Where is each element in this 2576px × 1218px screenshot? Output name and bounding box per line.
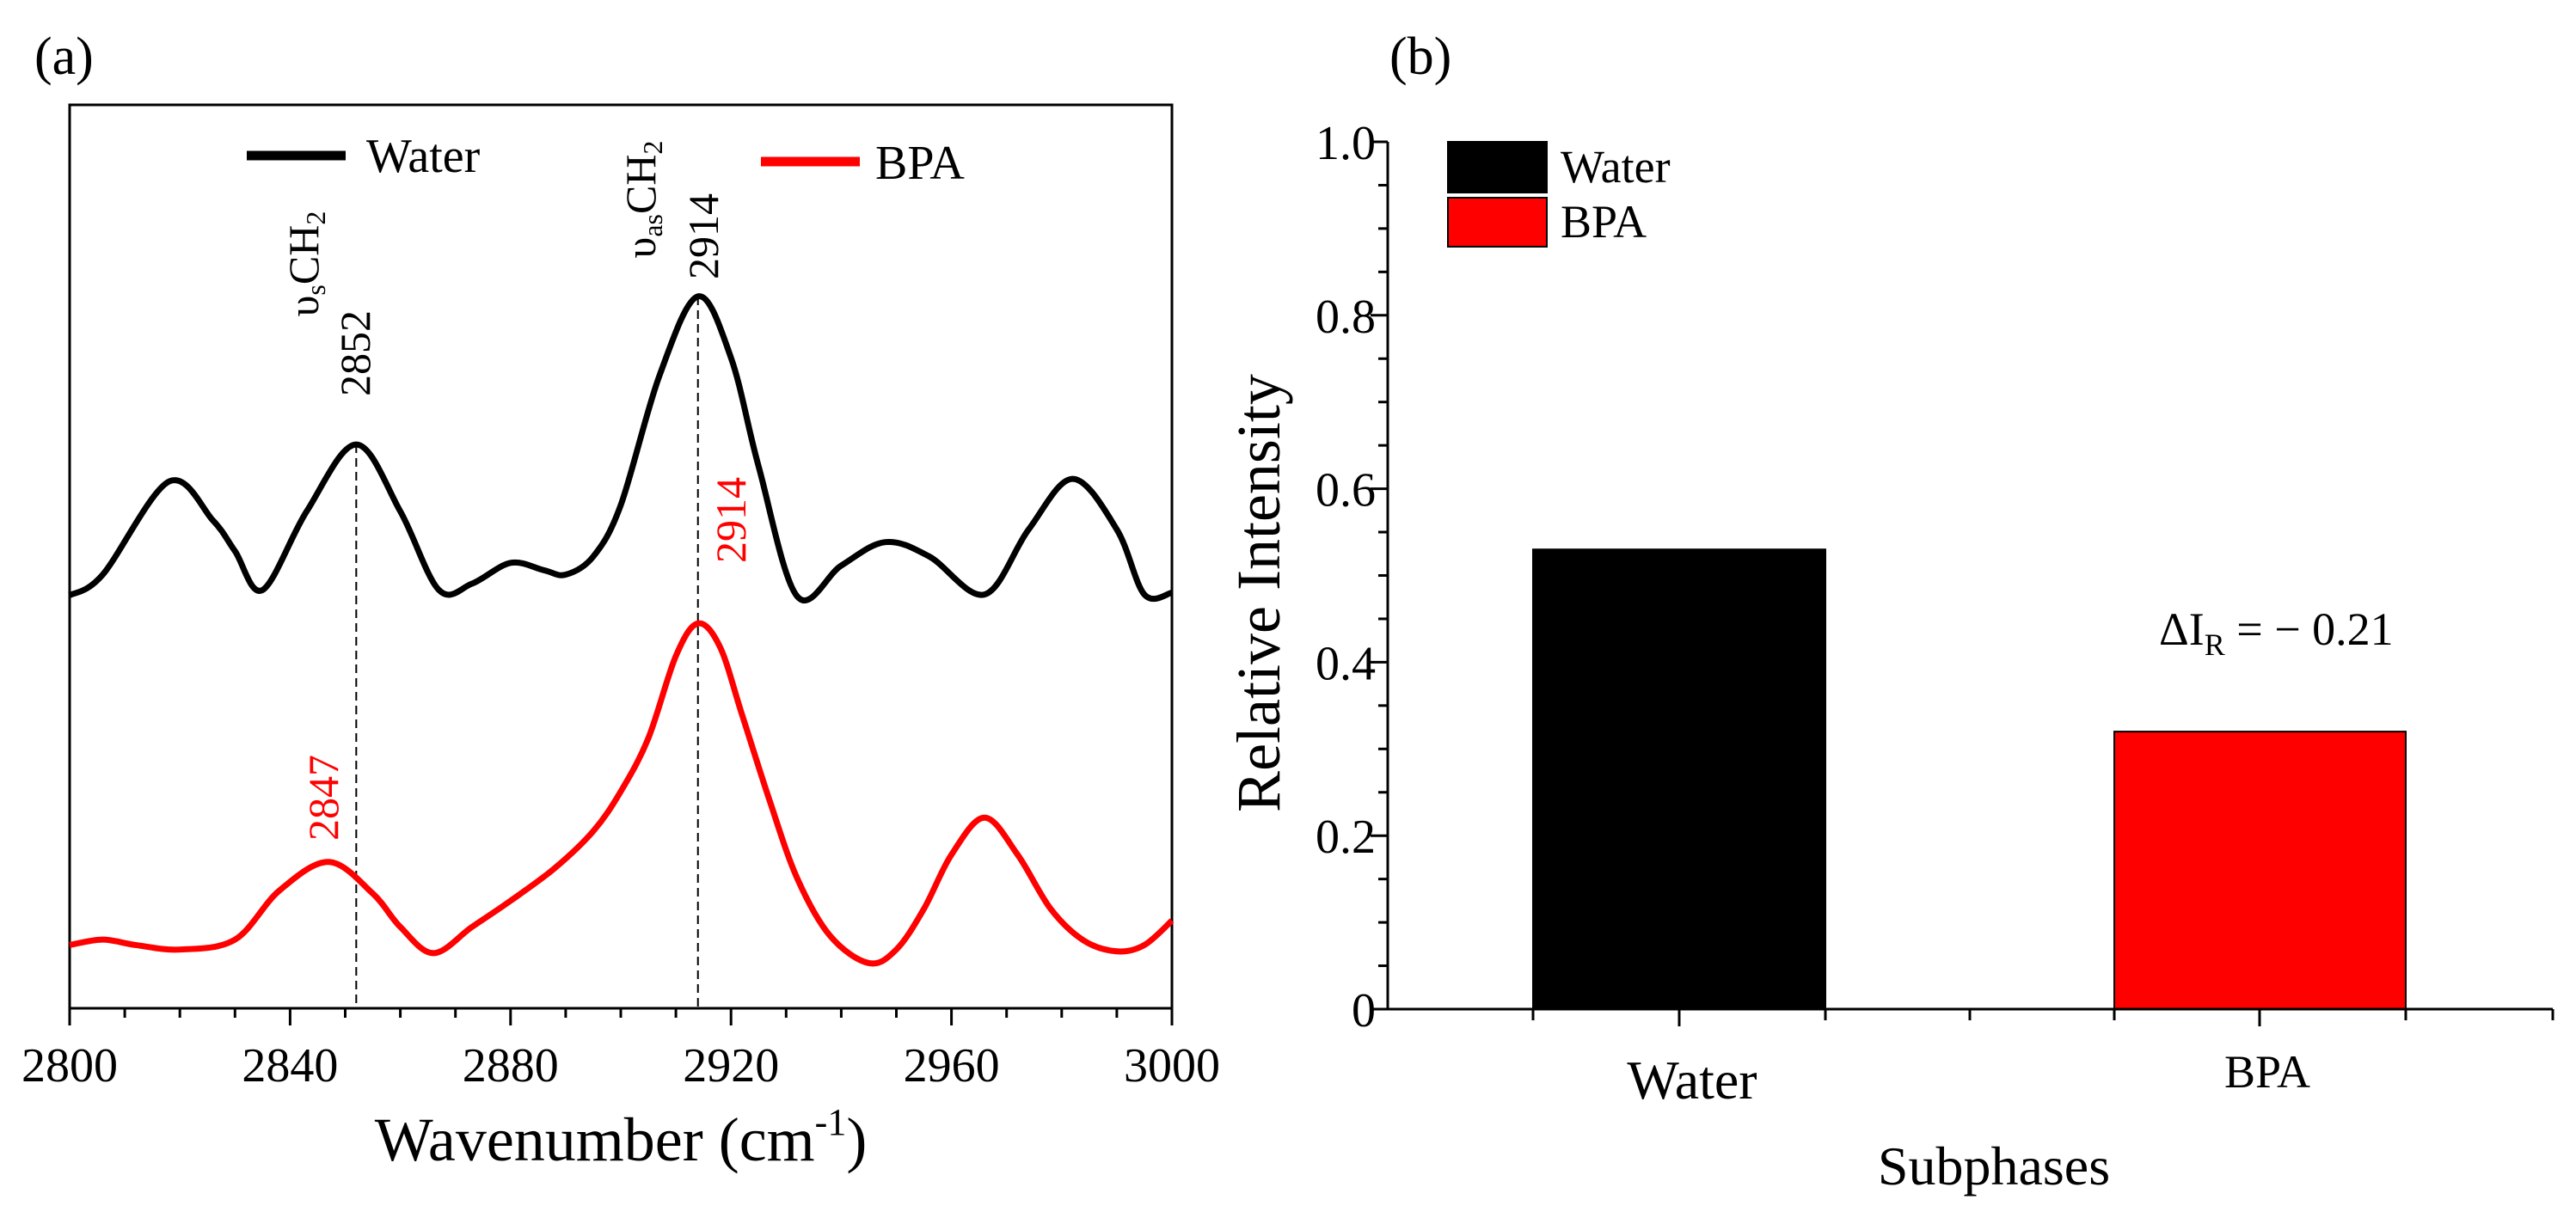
annotation-vas-ch2: υasCH2 <box>616 141 668 259</box>
panel-b-label: (b) <box>1389 28 1451 86</box>
x-tick-label: 2800 <box>21 1039 118 1093</box>
legend-swatch-water <box>1447 141 1548 193</box>
annotation-vs-ch2: υsCH2 <box>279 211 331 317</box>
legend-label-water: Water <box>1561 141 1671 193</box>
annotation-2914-bpa: 2914 <box>707 477 755 563</box>
legend-b: Water BPA <box>1447 141 1671 248</box>
legend-swatch-bpa <box>1447 197 1548 248</box>
y-tick-label: 0.6 <box>1316 464 1376 517</box>
y-axis-tick-labels: 0 0.2 0.4 0.6 0.8 1.0 <box>1316 117 1376 1037</box>
panel-b: (b) Relative Intensity 00.20.40.60.81.0 … <box>1224 28 2555 1197</box>
x-tick-label: 3000 <box>1124 1039 1220 1093</box>
y-tick-label: 0 <box>1352 984 1376 1037</box>
x-tick-label-bpa: BPA <box>2224 1046 2310 1098</box>
x-axis-title: Wavenumber (cm-1) <box>375 1101 868 1174</box>
y-tick-label: 1.0 <box>1316 117 1376 170</box>
legend-a: Water BPA <box>247 130 965 190</box>
annotation-2852: 2852 <box>331 310 379 396</box>
panel-a: (a) 2800 2840 2880 2920 2960 3000 Wavenumber … <box>21 28 1220 1174</box>
x-axis-ticks <box>1531 1009 2555 1026</box>
y-tick-label: 0.4 <box>1316 637 1376 690</box>
panel-a-label: (a) <box>34 28 94 86</box>
y-axis-title: Relative Intensity <box>1224 374 1293 812</box>
reference-lines <box>355 297 699 1008</box>
x-tick-label: 2840 <box>242 1039 338 1093</box>
x-tick-label: 2960 <box>904 1039 1000 1093</box>
annotation-2914-water: 2914 <box>679 193 727 279</box>
x-tick-label: 2920 <box>683 1039 779 1093</box>
legend-label-bpa: BPA <box>875 137 965 190</box>
x-tick-label: 2880 <box>463 1039 559 1093</box>
x-axis-tick-labels: 2800 2840 2880 2920 2960 3000 <box>21 1039 1220 1093</box>
bar-water <box>1532 548 1826 1010</box>
series-line-bpa <box>69 620 1175 967</box>
series-line-water <box>68 293 1173 603</box>
annotation-2847-bpa: 2847 <box>299 755 347 841</box>
bar-bpa <box>2113 731 2407 1010</box>
y-tick-label: 0.2 <box>1316 811 1376 864</box>
delta-intensity-annotation: ΔIR = − 0.21 <box>2159 603 2394 662</box>
series <box>68 293 1175 967</box>
y-axis-ticks <box>1371 140 1388 1011</box>
x-axis-ticks <box>68 1008 1174 1025</box>
bars <box>1532 548 2407 1010</box>
x-tick-label-water: Water <box>1627 1050 1757 1111</box>
x-axis-title: Subphases <box>1878 1135 2110 1197</box>
y-tick-label: 0.8 <box>1316 291 1376 344</box>
legend-label-water: Water <box>366 130 481 183</box>
legend-label-bpa: BPA <box>1561 196 1647 248</box>
